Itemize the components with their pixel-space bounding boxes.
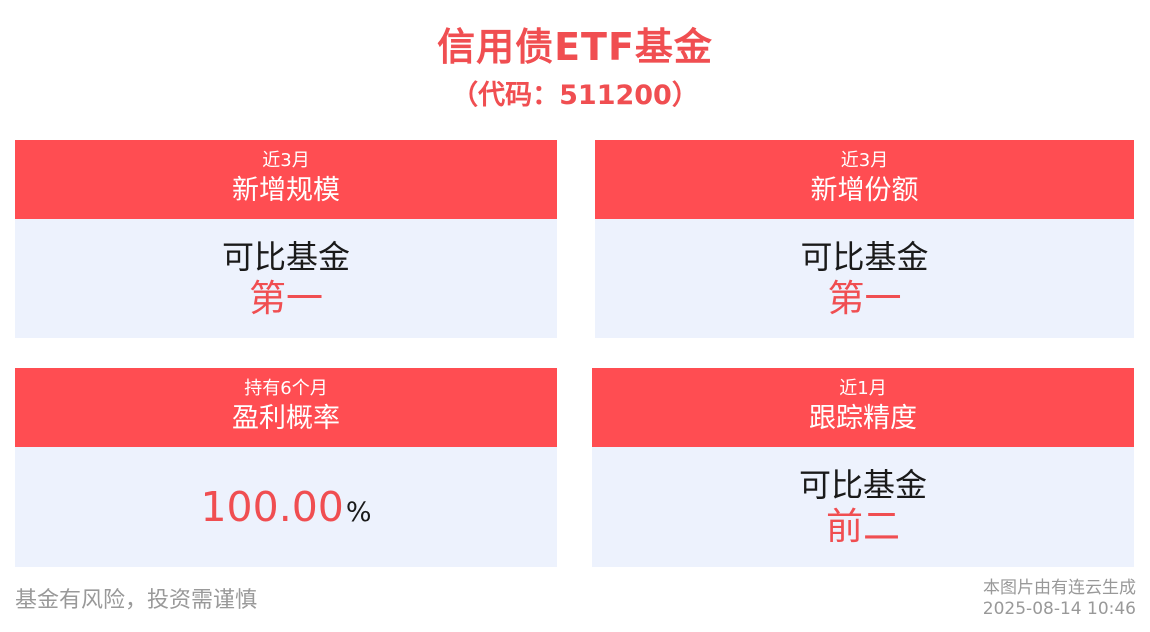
card-period: 近1月 [839, 378, 887, 399]
probability-number: 100.00 [200, 483, 344, 531]
card-metric: 跟踪精度 [809, 403, 917, 434]
generated-timestamp: 2025-08-14 10:46 [982, 599, 1136, 619]
card-body: 可比基金 第一 [15, 219, 557, 338]
card-comparison-label: 可比基金 [798, 466, 927, 504]
card-metric: 盈利概率 [232, 403, 340, 434]
card-header: 近3月 新增份额 [595, 140, 1134, 219]
page-title: 信用债ETF基金 [437, 25, 713, 69]
card-metric: 新增份额 [810, 175, 919, 206]
card-profit-probability: 持有6个月 盈利概率 100.00 % [15, 368, 557, 567]
card-rank: 第一 [249, 276, 323, 320]
card-tracking-precision: 近1月 跟踪精度 可比基金 前二 [592, 368, 1134, 567]
card-metric: 新增规模 [232, 175, 340, 206]
generation-info: 本图片由有连云生成 2025-08-14 10:46 [983, 578, 1136, 620]
card-new-shares: 近3月 新增份额 可比基金 第一 [595, 140, 1134, 338]
card-period: 持有6个月 [244, 378, 328, 399]
card-header: 持有6个月 盈利概率 [15, 368, 557, 447]
probability-value: 100.00 % [200, 482, 371, 532]
risk-disclaimer: 基金有风险，投资需谨慎 [15, 588, 258, 613]
card-rank: 前二 [826, 505, 900, 548]
card-header: 近1月 跟踪精度 [592, 368, 1134, 447]
card-body: 100.00 % [15, 447, 557, 567]
card-period: 近3月 [262, 150, 310, 171]
card-header: 近3月 新增规模 [15, 140, 557, 219]
card-body: 可比基金 前二 [592, 447, 1134, 567]
card-comparison-label: 可比基金 [800, 237, 929, 276]
fund-code: （代码：511200） [451, 80, 699, 111]
percent-sign: % [345, 497, 372, 528]
card-period: 近3月 [840, 150, 889, 171]
card-comparison-label: 可比基金 [221, 237, 350, 276]
card-body: 可比基金 第一 [595, 219, 1134, 338]
card-rank: 第一 [827, 276, 902, 320]
card-new-scale: 近3月 新增规模 可比基金 第一 [15, 140, 557, 338]
generated-by-text: 本图片由有连云生成 [983, 578, 1136, 598]
